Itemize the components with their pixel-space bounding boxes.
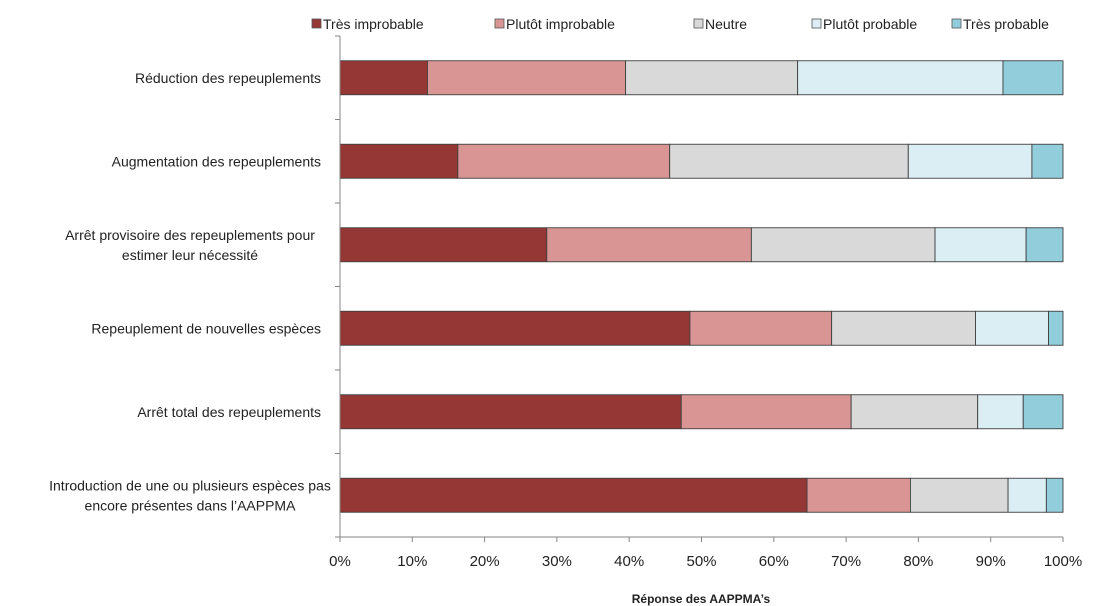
x-tick-label: 60% xyxy=(759,553,789,570)
bar-segment xyxy=(797,60,1004,96)
bar-segment xyxy=(850,394,979,430)
x-tick-label: 0% xyxy=(329,553,351,570)
bar-segment xyxy=(1048,310,1064,346)
legend-swatch xyxy=(311,18,322,29)
category-label: Introduction de une ou plusieurs espèces… xyxy=(49,477,331,493)
bar-segment xyxy=(680,394,852,430)
bar-segment xyxy=(1002,60,1064,96)
category-label: Augmentation des repeuplements xyxy=(112,153,321,169)
x-tick-label: 70% xyxy=(831,553,861,570)
legend-swatch xyxy=(811,18,822,29)
bar-segment xyxy=(546,227,752,263)
legend-swatch xyxy=(494,18,505,29)
bar-segment xyxy=(339,310,691,346)
bar-segment xyxy=(669,143,909,179)
bar-segment xyxy=(339,60,428,96)
x-tick-label: 20% xyxy=(470,553,500,570)
x-tick-label: 30% xyxy=(542,553,572,570)
category-label: Réduction des repeuplements xyxy=(135,70,321,86)
bar-segment xyxy=(1007,477,1047,513)
legend-swatch xyxy=(693,18,704,29)
category-label: Arrêt total des repeuplements xyxy=(137,404,321,420)
category-label: Repeuplement de nouvelles espèces xyxy=(91,320,321,336)
legend: Très improbable Plutôt improbable Neutre Pl… xyxy=(311,16,1049,32)
x-tick-label: 40% xyxy=(614,553,644,570)
bar-segment xyxy=(625,60,799,96)
bar-segment xyxy=(427,60,627,96)
bars xyxy=(339,60,1064,513)
category-label: encore présentes dans l’AAPPMA xyxy=(85,497,297,513)
bar-segment xyxy=(831,310,976,346)
bar-segment xyxy=(806,477,911,513)
x-axis-title: Réponse des AAPPMA’s xyxy=(632,592,771,606)
bar-segment xyxy=(750,227,936,263)
bar-segment xyxy=(975,310,1049,346)
x-tick-label: 90% xyxy=(976,553,1006,570)
x-tick-label: 80% xyxy=(903,553,933,570)
bar-segment xyxy=(977,394,1024,430)
category-label: Arrêt provisoire des repeuplements pour xyxy=(65,227,315,243)
bar-segment xyxy=(909,477,1009,513)
bar-segment xyxy=(1022,394,1064,430)
bar-segment xyxy=(339,477,808,513)
x-tick-labels: 0% 10% 20% 30% 40% 50% 60% 70% 80% 90% 100% xyxy=(329,553,1082,570)
x-tick-label: 100% xyxy=(1044,553,1082,570)
bar-segment xyxy=(934,227,1027,263)
bar-segment xyxy=(689,310,833,346)
bar-segment xyxy=(457,143,671,179)
axes xyxy=(335,35,1064,542)
bar-segment xyxy=(1045,477,1064,513)
category-label: estimer leur nécessité xyxy=(122,247,258,263)
category-labels: Réduction des repeuplements Augmentation … xyxy=(49,70,331,514)
bar-segment xyxy=(339,227,548,263)
bar-segment xyxy=(339,394,682,430)
legend-label: Plutôt improbable xyxy=(506,16,615,32)
legend-label: Très improbable xyxy=(323,16,424,32)
x-tick-label: 50% xyxy=(686,553,716,570)
bar-segment xyxy=(907,143,1033,179)
legend-label: Neutre xyxy=(705,16,747,32)
legend-label: Très probable xyxy=(963,16,1049,32)
bar-segment xyxy=(339,143,459,179)
legend-label: Plutôt probable xyxy=(823,16,917,32)
bar-segment xyxy=(1031,143,1064,179)
x-tick-label: 10% xyxy=(397,553,427,570)
legend-swatch xyxy=(951,18,962,29)
bar-segment xyxy=(1025,227,1064,263)
